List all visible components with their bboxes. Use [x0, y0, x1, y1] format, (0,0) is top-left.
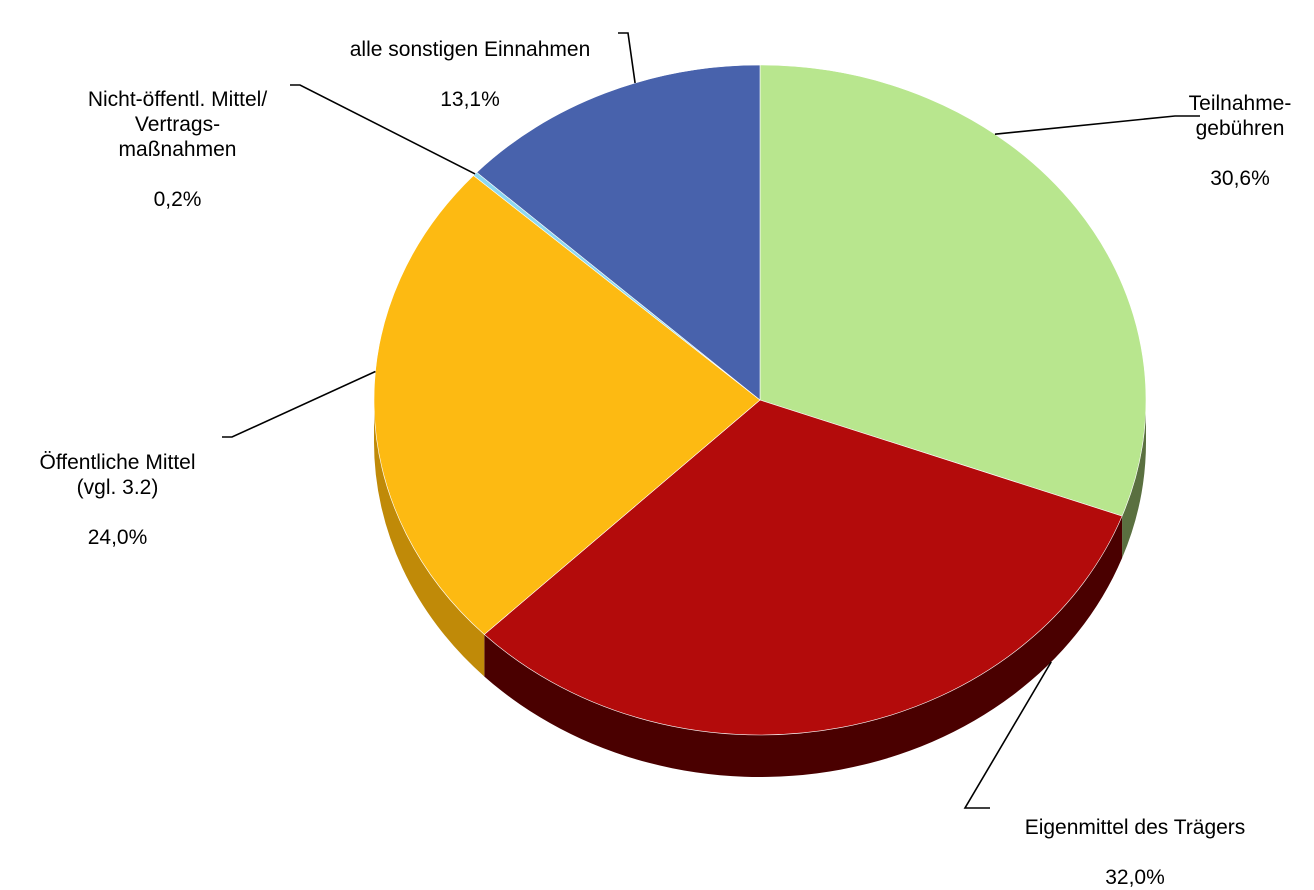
slice-label-teilnahmegebuehren: Teilnahme- gebühren 30,6% — [1165, 66, 1314, 191]
slice-label-sonstige-einnahmen: alle sonstigen Einnahmen 13,1% — [290, 12, 650, 112]
slice-value-text: 30,6% — [1210, 167, 1270, 190]
slice-value-text: 0,2% — [153, 188, 202, 211]
slice-value-text: 24,0% — [87, 526, 148, 549]
leader-line-teilnahmegebuehren — [994, 115, 1200, 135]
pie-slice-oeffentliche-mittel — [373, 175, 761, 635]
leader-line-oeffentliche-mittel — [222, 370, 376, 438]
pie-slice-sonstige-einnahmen — [476, 64, 761, 401]
slice-label-nicht-oeffentliche-mittel: Nicht-öffentl. Mittel/ Vertrags- maßnahm… — [50, 62, 305, 212]
slice-label-text: Nicht-öffentl. Mittel/ Vertrags- maßnahm… — [87, 88, 268, 161]
pie-side-eigenmittel — [484, 516, 1123, 778]
pie-slice-eigenmittel — [483, 399, 1123, 736]
pie-side-teilnahmegebuehren — [1122, 400, 1146, 559]
pie-slice-teilnahmegebuehren — [759, 64, 1147, 517]
slice-label-eigenmittel: Eigenmittel des Trägers 32,0% — [980, 790, 1290, 890]
slice-label-oeffentliche-mittel: Öffentliche Mittel (vgl. 3.2) 24,0% — [0, 425, 235, 550]
slice-label-text: alle sonstigen Einnahmen — [349, 38, 591, 61]
leader-line-eigenmittel — [963, 661, 1052, 809]
pie-chart — [222, 32, 1200, 809]
leader-line-nicht-oeffentliche-mittel — [290, 84, 476, 175]
slice-value-text: 32,0% — [1105, 866, 1165, 889]
leader-line-sonstige-einnahmen — [618, 32, 636, 84]
slice-label-text: Öffentliche Mittel (vgl. 3.2) — [39, 451, 196, 499]
slice-label-text: Eigenmittel des Trägers — [1024, 816, 1246, 839]
slice-label-text: Teilnahme- gebühren — [1188, 92, 1292, 140]
slice-value-text: 13,1% — [440, 88, 500, 111]
